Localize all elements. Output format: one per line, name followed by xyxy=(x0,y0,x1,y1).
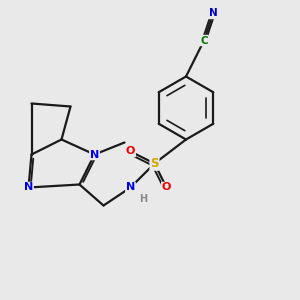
Text: N: N xyxy=(208,8,217,19)
Text: C: C xyxy=(200,35,208,46)
Text: N: N xyxy=(24,182,33,193)
Text: O: O xyxy=(162,182,171,193)
Text: N: N xyxy=(90,149,99,160)
Text: O: O xyxy=(126,146,135,157)
Text: N: N xyxy=(126,182,135,193)
Text: S: S xyxy=(150,157,159,170)
Text: H: H xyxy=(139,194,148,205)
